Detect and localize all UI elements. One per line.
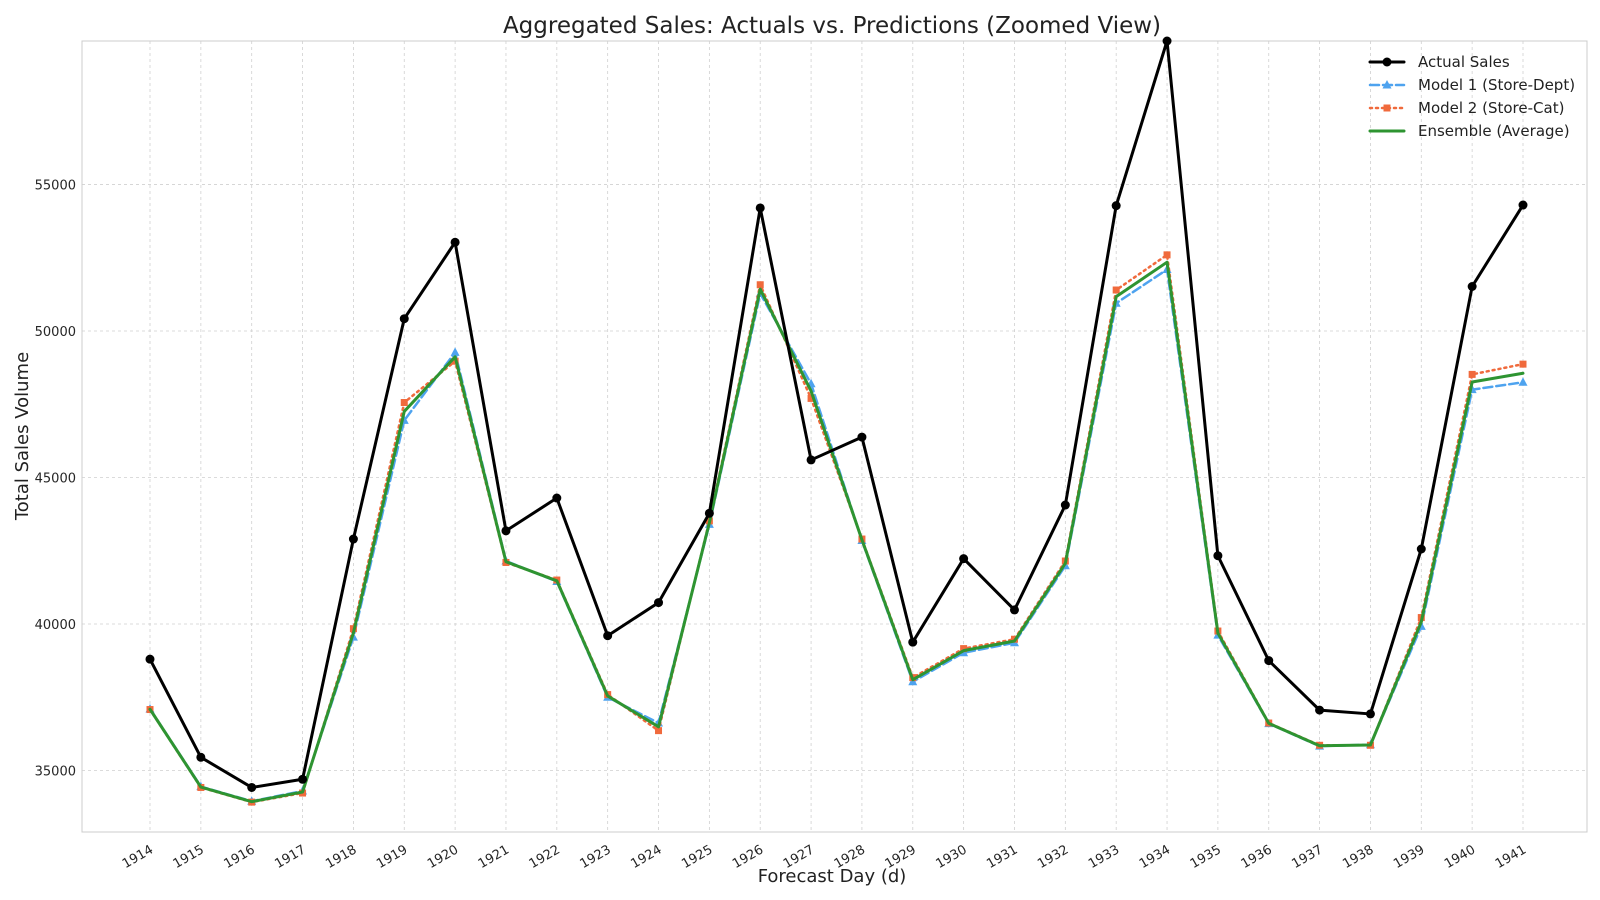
actual-sales-line xyxy=(148,39,1525,789)
y-axis-label: Total Sales Volume xyxy=(12,352,33,521)
actual-sales-point xyxy=(501,526,511,536)
x-tick-label: 1937 xyxy=(1289,842,1325,872)
actual-sales-point xyxy=(1111,201,1121,211)
x-tick-label: 1918 xyxy=(323,842,359,872)
x-tick-label: 1920 xyxy=(425,842,461,872)
model-2-store-cat-point xyxy=(655,727,663,735)
model-2-store-cat-point xyxy=(1519,360,1527,368)
actual-sales-point xyxy=(552,493,562,503)
chart-title: Aggregated Sales: Actuals vs. Prediction… xyxy=(503,13,1161,39)
x-tick-label: 1925 xyxy=(679,842,715,872)
actual-sales-point xyxy=(450,237,460,247)
model-2-store-cat-point xyxy=(756,281,764,289)
actual-sales-point xyxy=(1315,705,1325,715)
actual-sales-point xyxy=(857,432,867,442)
legend-label: Actual Sales xyxy=(1418,53,1510,71)
x-tick-label: 1930 xyxy=(933,842,969,872)
x-tick-label: 1915 xyxy=(171,842,207,872)
x-tick-label: 1922 xyxy=(527,842,563,872)
legend-item-model-1-store-dept: Model 1 (Store-Dept) xyxy=(1368,76,1575,94)
x-tick-label: 1935 xyxy=(1188,842,1224,872)
legend-item-actual-sales: Actual Sales xyxy=(1368,53,1510,71)
y-tick-label: 50000 xyxy=(35,325,76,340)
actual-sales-point xyxy=(908,637,918,647)
actual-sales-point xyxy=(806,455,816,465)
actual-sales-point xyxy=(348,534,358,544)
gridlines xyxy=(82,41,1587,832)
x-tick-label: 1934 xyxy=(1137,842,1173,872)
model-1-store-dept-point xyxy=(1518,377,1528,386)
actual-sales-point xyxy=(298,774,308,784)
x-tick-label: 1938 xyxy=(1340,842,1376,872)
model-2-store-cat-point xyxy=(1163,251,1171,259)
legend-label: Model 2 (Store-Cat) xyxy=(1418,99,1564,117)
series-layer xyxy=(145,36,1528,806)
x-tick-label: 1933 xyxy=(1086,842,1122,872)
legend-actual-sales-point xyxy=(1382,57,1392,67)
model-2-store-cat-point xyxy=(807,394,815,402)
y-tick-label: 55000 xyxy=(35,179,76,194)
x-axis-label: Forecast Day (d) xyxy=(758,866,907,887)
x-tick-label: 1919 xyxy=(374,842,410,872)
actual-sales-point xyxy=(603,631,613,641)
actual-sales-point xyxy=(247,782,257,792)
actual-sales-point xyxy=(704,508,714,518)
x-tick-label: 1932 xyxy=(1035,842,1071,872)
actual-sales-point xyxy=(1416,544,1426,554)
model-2-store-cat-point xyxy=(400,399,408,407)
actual-sales-point xyxy=(196,752,206,762)
actual-sales-point xyxy=(1213,551,1223,561)
y-tick-label: 40000 xyxy=(35,618,76,633)
actual-sales-point xyxy=(1264,656,1274,666)
x-tick-label: 1931 xyxy=(984,842,1020,872)
y-axis-ticks: 35000 40000 45000 50000 55000 xyxy=(35,179,76,780)
actual-sales-point xyxy=(145,654,155,664)
actual-sales-point xyxy=(1518,200,1528,210)
legend-label: Ensemble (Average) xyxy=(1418,122,1570,140)
x-tick-label: 1916 xyxy=(222,842,258,872)
actual-sales-point xyxy=(399,314,409,324)
actual-sales-point xyxy=(654,598,664,608)
x-tick-label: 1940 xyxy=(1442,842,1478,872)
actual-sales-point xyxy=(959,554,969,564)
legend-model-2-store-cat-point xyxy=(1383,104,1391,112)
actual-sales-point xyxy=(755,203,765,213)
x-tick-label: 1939 xyxy=(1391,842,1427,872)
legend-model-1-store-dept-point xyxy=(1382,80,1392,89)
x-tick-label: 1941 xyxy=(1493,842,1529,872)
legend-item-ensemble-average: Ensemble (Average) xyxy=(1368,122,1570,140)
actual-sales-series xyxy=(145,36,1528,792)
x-tick-label: 1917 xyxy=(272,842,308,872)
actual-sales-point xyxy=(1365,709,1375,719)
actual-sales-point xyxy=(1467,282,1477,292)
actual-sales-point xyxy=(1009,605,1019,615)
x-tick-label: 1936 xyxy=(1239,842,1275,872)
ensemble-average-series xyxy=(148,260,1525,804)
x-tick-label: 1914 xyxy=(120,842,156,872)
x-tick-label: 1921 xyxy=(476,842,512,872)
x-tick-label: 1924 xyxy=(628,842,664,872)
ensemble-average-line xyxy=(148,260,1525,804)
legend-label: Model 1 (Store-Dept) xyxy=(1418,76,1575,94)
actual-sales-point xyxy=(1162,36,1172,46)
y-tick-label: 45000 xyxy=(35,472,76,487)
model-2-store-cat-point xyxy=(960,645,968,653)
model-1-store-dept-point xyxy=(450,347,460,356)
legend-item-model-2-store-cat: Model 2 (Store-Cat) xyxy=(1368,99,1564,117)
y-tick-label: 35000 xyxy=(35,764,76,779)
x-tick-label: 1923 xyxy=(578,842,614,872)
model-2-store-cat-point xyxy=(1112,286,1120,294)
legend: Actual Sales Model 1 (Store-Dept) Model 2 … xyxy=(1368,53,1575,140)
model-2-store-cat-point xyxy=(1468,370,1476,378)
actual-sales-point xyxy=(1060,500,1070,510)
